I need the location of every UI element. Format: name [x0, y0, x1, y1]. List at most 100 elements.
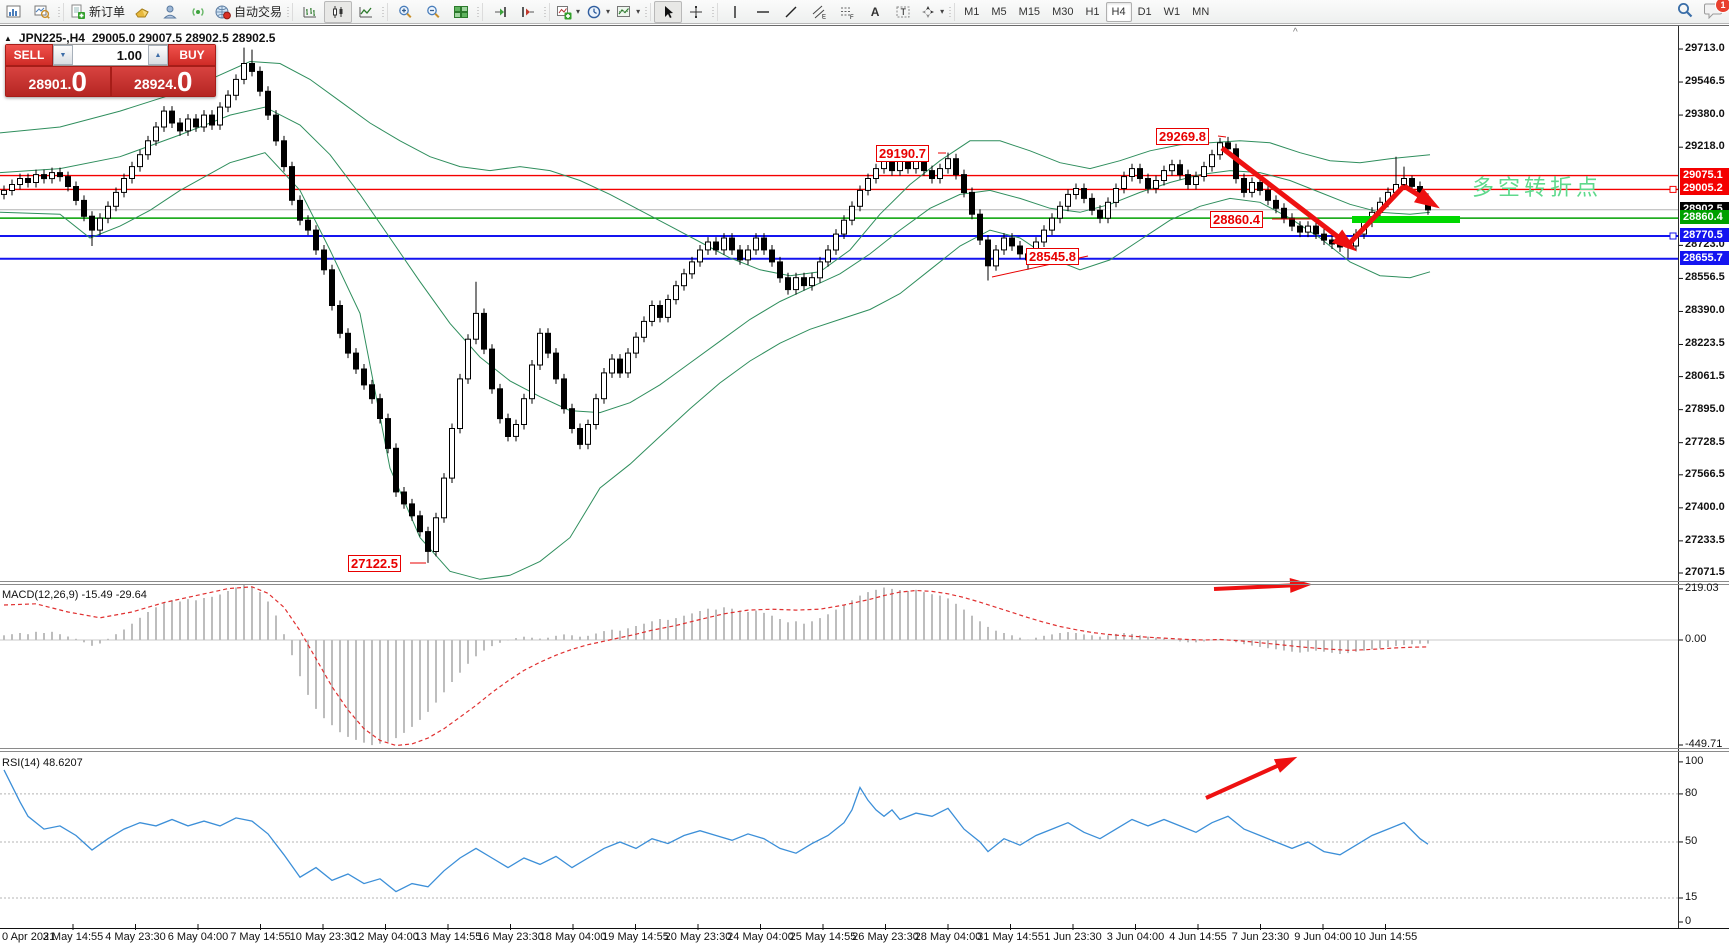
rsi-axis-tick: 80: [1685, 786, 1698, 799]
volume-increase-button[interactable]: ▲: [148, 45, 168, 65]
toolbar-separator: [947, 2, 956, 21]
toolbar-group-cursor: [654, 0, 710, 23]
sell-button[interactable]: SELL: [5, 44, 53, 66]
buy-price-dot: .: [172, 76, 177, 92]
macd-histogram: [3, 585, 1429, 746]
chart-shift-marker-icon[interactable]: ^: [1293, 27, 1298, 38]
tile-windows-button[interactable]: [447, 1, 475, 23]
timeframe-h4[interactable]: H4: [1105, 1, 1132, 22]
auto-scroll-button[interactable]: [486, 1, 514, 23]
arrows-caret-icon: ▾: [940, 7, 945, 16]
time-axis-label: 0 Apr 2021: [2, 931, 56, 943]
history-center-icon: [135, 7, 149, 17]
timeframe-d1[interactable]: D1: [1137, 5, 1152, 18]
price-axis-marker: 28860.4: [1680, 210, 1729, 225]
svg-text:F: F: [850, 15, 854, 20]
new-order-label: 新订单: [89, 5, 126, 19]
indicator-level-lines: [0, 639, 1678, 899]
axis-ticks: [72, 48, 1683, 930]
chart-window-top-border: [0, 25, 1729, 26]
time-axis-label: 3 Jun 04:00: [1106, 931, 1165, 943]
candle-chart-type-button[interactable]: [324, 0, 353, 23]
add-indicator-button[interactable]: ▾: [553, 1, 583, 23]
price-axis-tick: 29546.5: [1685, 75, 1725, 88]
crosshair-button[interactable]: [682, 1, 710, 23]
autotrade-label: 自动交易: [234, 5, 283, 19]
periods-button[interactable]: ▾: [583, 1, 613, 23]
zoom-in-button[interactable]: [391, 1, 419, 23]
timeframe-m15[interactable]: M15: [1018, 5, 1041, 18]
macd-pane-separator[interactable]: [0, 581, 1729, 582]
new-chart-button[interactable]: [0, 1, 28, 23]
turning-point-note[interactable]: 多空转折点: [1472, 175, 1603, 200]
timeframe-m30[interactable]: M30: [1052, 5, 1074, 18]
price-axis-tick: 29380.0: [1685, 108, 1725, 121]
history-center-button[interactable]: [128, 1, 156, 23]
templates-icon: [617, 5, 631, 17]
price-note-box[interactable]: 28545.8: [1026, 248, 1079, 265]
chart-shift-button[interactable]: [514, 1, 542, 23]
new-order-button[interactable]: 新订单: [67, 1, 128, 23]
price-note-box[interactable]: 28860.4: [1210, 211, 1263, 228]
text-button[interactable]: A: [861, 1, 889, 23]
time-axis-label: 19 May 14:55: [602, 931, 669, 943]
rsi-pane-separator[interactable]: [0, 748, 1729, 749]
rsi-axis-tick: 100: [1685, 754, 1704, 767]
fibonacci-button[interactable]: F: [833, 1, 861, 23]
buy-price[interactable]: 28924. 0: [110, 66, 216, 97]
one-click-trading-panel: SELL ▼ 1.00 ▲ BUY 28901. 0 28924. 0: [5, 44, 216, 97]
rsi-axis-tick: 0: [1685, 915, 1692, 927]
timeframe-w1[interactable]: W1: [1163, 5, 1181, 18]
drawn-annotations: [410, 135, 1677, 800]
templates-button[interactable]: ▾: [613, 1, 643, 23]
toolbar-group-objects: E F A T ▾: [721, 1, 947, 23]
price-note-box[interactable]: 29269.8: [1156, 128, 1209, 145]
zoom-out-button[interactable]: [419, 1, 447, 23]
vertical-line-button[interactable]: [721, 1, 749, 23]
search-button[interactable]: [1676, 1, 1694, 22]
buy-button[interactable]: BUY: [168, 44, 216, 66]
profiles-button[interactable]: [28, 1, 56, 23]
line-chart-type-button[interactable]: [352, 1, 380, 23]
rsi-axis-tick: 15: [1685, 890, 1698, 903]
chat-button[interactable]: 1: [1704, 0, 1729, 22]
sell-price[interactable]: 28901. 0: [5, 66, 111, 97]
toolbar-separator: [475, 2, 484, 21]
signals-button[interactable]: [184, 1, 212, 23]
timeframe-m5[interactable]: M5: [991, 5, 1007, 18]
time-axis-label: 1 Jun 23:30: [1044, 931, 1102, 943]
rsi-value: 48.6207: [42, 757, 83, 769]
cursor-button[interactable]: [654, 0, 683, 23]
bar-chart-type-button[interactable]: [296, 1, 324, 23]
add-indicator-icon: [557, 5, 572, 19]
time-axis-label: 12 May 04:00: [352, 931, 419, 943]
add-indicator-caret-icon: ▾: [576, 7, 581, 16]
autotrade-button[interactable]: 自动交易: [212, 1, 285, 23]
toolbar-group-chart-type: [296, 0, 380, 23]
volume-value[interactable]: 1.00: [116, 47, 142, 63]
equidistant-channel-button[interactable]: E: [805, 1, 833, 23]
trendline-button[interactable]: [777, 1, 805, 23]
text-label-button[interactable]: T: [889, 1, 917, 23]
text-label-icon: T: [896, 6, 910, 17]
volume-decrease-button[interactable]: ▼: [53, 45, 73, 65]
time-axis-label: 7 May 14:55: [230, 931, 291, 943]
timeframe-h1[interactable]: H1: [1085, 5, 1100, 18]
macd-name: MACD(12,26,9): [2, 589, 79, 601]
price-axis-tick: 27566.5: [1685, 467, 1725, 480]
timeframe-m1[interactable]: M1: [964, 5, 980, 18]
price-note-box[interactable]: 27122.5: [348, 555, 401, 572]
arrows-button[interactable]: ▾: [917, 1, 947, 23]
timeframe-toolbar: M1 M5 M15 M30 H1 H4 D1 W1 MN: [958, 1, 1215, 23]
price-axis-tick: 27071.5: [1685, 566, 1725, 578]
symbol-menu-icon[interactable]: ▲: [4, 33, 12, 43]
community-button[interactable]: [156, 1, 184, 23]
price-note-box[interactable]: 29190.7: [876, 145, 929, 162]
candlesticks: [1, 47, 1431, 563]
timeframe-mn[interactable]: MN: [1192, 5, 1210, 18]
horizontal-line-button[interactable]: [749, 1, 777, 23]
time-axis-label: 20 May 23:30: [664, 931, 732, 943]
time-axis-label: 25 May 14:55: [789, 931, 857, 943]
autotrade-icon: [215, 5, 231, 19]
